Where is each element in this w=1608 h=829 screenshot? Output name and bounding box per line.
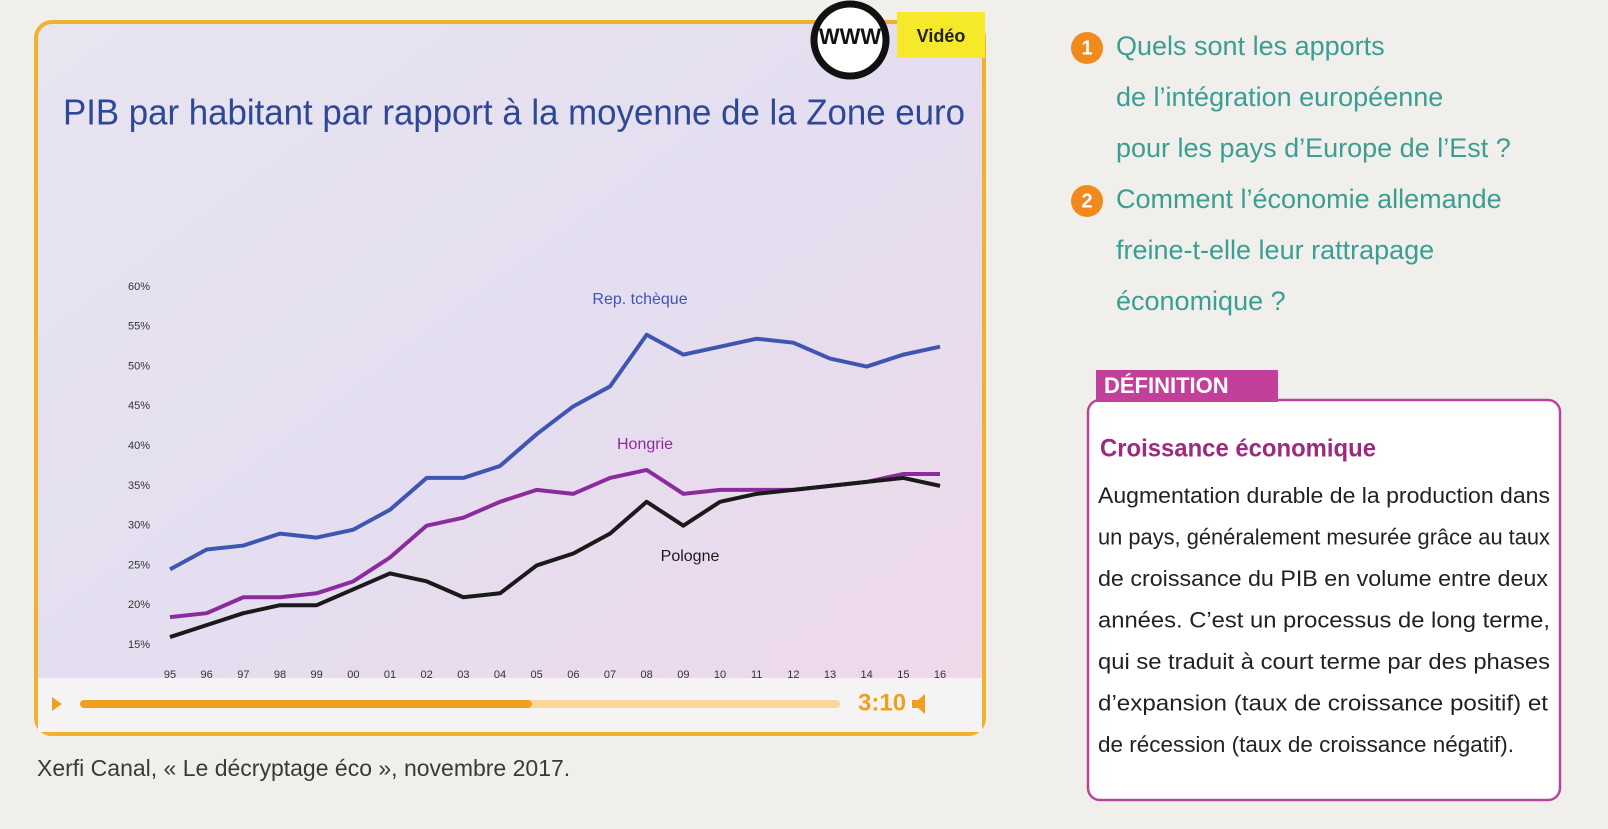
x-tick-label: 16 [934, 669, 946, 681]
question-number-bg [1071, 185, 1103, 217]
x-tick-label: 00 [347, 669, 359, 681]
y-tick-label: 35% [128, 480, 150, 492]
question-number-bg [1071, 32, 1103, 64]
y-tick-label: 60% [128, 281, 150, 293]
y-tick-label: 30% [128, 520, 150, 532]
question-line: Quels sont les apports [1116, 31, 1385, 61]
question-line: pour les pays d’Europe de l’Est ? [1116, 133, 1511, 163]
video-tag: Vidéo [917, 26, 966, 46]
series-label: Rep. tchèque [592, 291, 687, 308]
question-line: Comment l’économie allemande [1116, 184, 1502, 214]
y-tick-label: 40% [128, 440, 150, 452]
definition-line: de croissance du PIB en volume entre deu… [1098, 566, 1548, 591]
definition-box [1086, 398, 1562, 802]
definition-title: Croissance économique [1100, 435, 1376, 463]
www-badge [810, 0, 890, 80]
progress-fill [80, 700, 532, 708]
x-tick-label: 04 [494, 669, 506, 681]
x-tick-label: 13 [824, 669, 836, 681]
series-label: Pologne [661, 548, 720, 565]
series-label: Hongrie [617, 436, 673, 453]
x-tick-label: 15 [897, 669, 909, 681]
series-line [169, 475, 941, 639]
definition-line: qui se traduit à court terme par des pha… [1098, 649, 1550, 674]
question-line: freine-t-elle leur rattrapage [1116, 235, 1434, 265]
x-tick-label: 97 [237, 669, 249, 681]
y-tick-label: 25% [128, 559, 150, 571]
x-tick-label: 02 [421, 669, 433, 681]
definition-line: un pays, généralement mesurée grâce au t… [1098, 524, 1550, 549]
y-tick-label: 55% [128, 321, 150, 333]
x-tick-label: 98 [274, 669, 286, 681]
definition-label-bg [1096, 370, 1278, 402]
x-tick-label: 11 [751, 669, 762, 681]
definition-line: années. C’est un processus de long terme… [1098, 607, 1550, 632]
play-button[interactable] [52, 697, 62, 711]
x-tick-label: 99 [311, 669, 323, 681]
x-tick-label: 07 [604, 669, 616, 681]
x-tick-label: 12 [787, 669, 799, 681]
x-tick-label: 09 [677, 669, 689, 681]
volume-button[interactable] [912, 694, 925, 714]
question-line: économique ? [1116, 286, 1286, 316]
x-tick-label: 05 [531, 669, 543, 681]
caption: Xerfi Canal, « Le décryptage éco », nove… [37, 755, 570, 781]
x-tick-label: 10 [714, 669, 726, 681]
definition-line: de récession (taux de croissance négatif… [1098, 732, 1514, 757]
definition-label: DÉFINITION [1104, 373, 1229, 398]
x-tick-label: 95 [164, 669, 176, 681]
x-tick-label: 01 [384, 669, 396, 681]
duration: 3:10 [858, 689, 906, 716]
www-label: WWW [819, 24, 882, 49]
question-line: de l’intégration européenne [1116, 82, 1443, 112]
video-frame [34, 20, 986, 736]
definition-line: d’expansion (taux de croissance positif)… [1098, 690, 1548, 715]
chart-title: PIB par habitant par rapport à la moyenn… [63, 92, 965, 133]
y-tick-label: 50% [128, 360, 150, 372]
x-tick-label: 14 [861, 669, 873, 681]
series-line [169, 332, 941, 572]
x-tick-label: 03 [457, 669, 469, 681]
y-tick-label: 20% [128, 599, 150, 611]
x-tick-label: 08 [641, 669, 653, 681]
definition-line: Augmentation durable de la production da… [1098, 483, 1550, 508]
y-tick-label: 15% [128, 639, 150, 651]
question-number: 1 [1081, 37, 1092, 59]
question-number: 2 [1081, 190, 1092, 212]
x-tick-label: 06 [567, 669, 579, 681]
y-tick-label: 45% [128, 400, 150, 412]
video-tag-bg [897, 12, 985, 58]
x-tick-label: 96 [201, 669, 213, 681]
